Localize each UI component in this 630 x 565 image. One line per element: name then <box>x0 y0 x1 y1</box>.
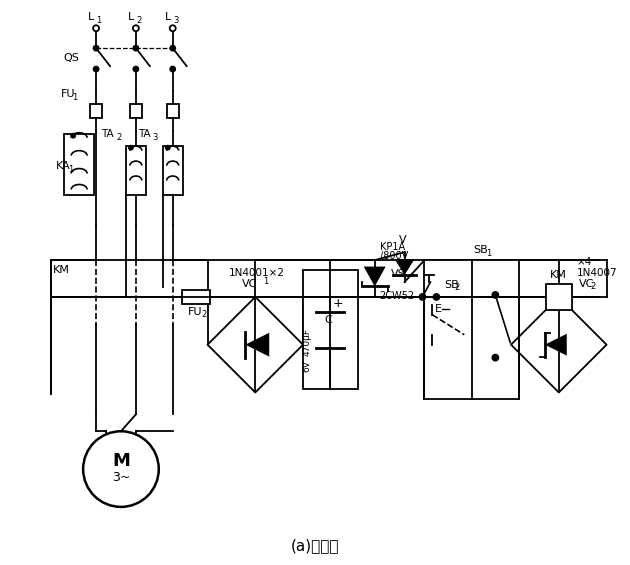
Text: 1: 1 <box>72 93 78 102</box>
Text: 3: 3 <box>173 16 178 25</box>
Circle shape <box>94 46 98 51</box>
Bar <box>163 146 183 195</box>
Text: 2: 2 <box>590 282 595 292</box>
Text: 2: 2 <box>117 133 122 142</box>
Text: VC: VC <box>579 279 594 289</box>
Text: /800V: /800V <box>380 251 408 261</box>
Text: V: V <box>399 235 406 245</box>
Text: (a)电路一: (a)电路一 <box>291 538 339 553</box>
Text: 2CW52: 2CW52 <box>380 292 415 302</box>
Polygon shape <box>394 259 415 275</box>
Bar <box>90 104 102 118</box>
Text: 1: 1 <box>96 16 101 25</box>
Bar <box>130 104 142 118</box>
Text: L: L <box>164 12 171 22</box>
Circle shape <box>433 294 439 300</box>
Text: 2: 2 <box>455 284 460 293</box>
Polygon shape <box>545 334 567 355</box>
Text: +: + <box>333 297 344 310</box>
Circle shape <box>129 146 133 150</box>
Text: E: E <box>435 304 442 314</box>
Circle shape <box>83 431 159 507</box>
Bar <box>167 104 179 118</box>
Bar <box>181 290 210 304</box>
Circle shape <box>170 67 175 72</box>
Circle shape <box>169 25 176 31</box>
Bar <box>425 260 519 399</box>
Text: KA: KA <box>56 160 71 171</box>
Text: TA: TA <box>138 129 151 139</box>
Text: 2: 2 <box>136 16 142 25</box>
Text: FU: FU <box>188 307 203 317</box>
Bar <box>126 146 146 195</box>
Text: ×4: ×4 <box>576 257 592 267</box>
Text: 470μF: 470μF <box>302 328 312 356</box>
Text: 3: 3 <box>152 133 158 142</box>
Text: 3~: 3~ <box>112 471 130 484</box>
Text: KM: KM <box>551 270 567 280</box>
Text: KP1A: KP1A <box>380 242 405 252</box>
Text: FU: FU <box>61 89 76 99</box>
Text: VC: VC <box>242 279 257 289</box>
Polygon shape <box>364 267 386 286</box>
Bar <box>64 134 94 195</box>
Text: M: M <box>112 452 130 470</box>
Text: SB: SB <box>444 280 459 290</box>
Text: L: L <box>88 12 94 22</box>
Circle shape <box>93 25 99 31</box>
Circle shape <box>170 46 175 51</box>
Text: 2: 2 <box>201 310 206 319</box>
Bar <box>303 270 358 389</box>
Polygon shape <box>245 333 269 357</box>
Text: VS: VS <box>391 268 405 279</box>
Circle shape <box>94 67 98 72</box>
Circle shape <box>134 46 139 51</box>
Circle shape <box>420 294 425 300</box>
Circle shape <box>493 292 498 298</box>
Text: C: C <box>324 315 332 325</box>
Text: 1: 1 <box>69 165 74 174</box>
Circle shape <box>133 25 139 31</box>
Text: 1N4007: 1N4007 <box>576 268 617 278</box>
Circle shape <box>166 146 169 150</box>
Bar <box>546 284 572 310</box>
Text: 1: 1 <box>263 276 268 285</box>
Text: QS: QS <box>63 53 79 63</box>
Text: SB: SB <box>474 245 488 255</box>
Circle shape <box>134 67 139 72</box>
Circle shape <box>493 355 498 360</box>
Text: 6V: 6V <box>302 360 312 372</box>
Text: TA: TA <box>101 129 114 139</box>
Text: L: L <box>128 12 134 22</box>
Text: 1: 1 <box>486 249 491 258</box>
Circle shape <box>71 134 75 138</box>
Text: 1N4001×2: 1N4001×2 <box>229 268 285 278</box>
Text: KM: KM <box>54 265 70 275</box>
